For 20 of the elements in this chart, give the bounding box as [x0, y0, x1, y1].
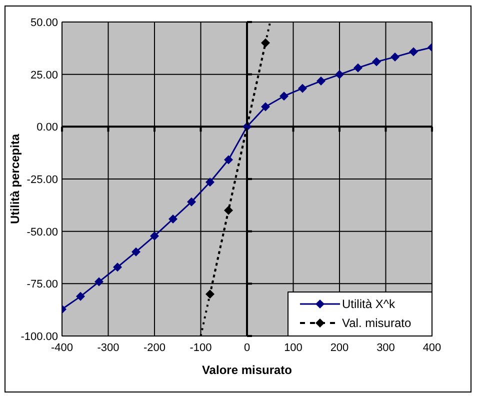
x-tick-label: 0	[244, 342, 250, 354]
x-tick-label: -200	[143, 342, 166, 354]
y-tick-label: -50.00	[26, 226, 58, 238]
x-axis-title: Valore misurato	[202, 363, 292, 377]
x-tick-label: -300	[97, 342, 120, 354]
y-tick-label: -100.00	[20, 331, 58, 343]
y-tick-label: 25.00	[30, 69, 58, 82]
x-tick-label: -400	[50, 342, 74, 354]
legend-label: Utilità X^k	[342, 297, 396, 311]
x-tick-label: 400	[422, 342, 442, 354]
x-tick-label: 100	[284, 342, 302, 354]
y-tick-label: 0.00	[36, 122, 58, 134]
y-tick-label: 50.00	[30, 17, 58, 29]
x-tick-label: -100	[190, 342, 212, 354]
y-axis-title: Utilità percepita	[8, 134, 22, 224]
legend-label: Val. misurato	[342, 316, 412, 330]
y-tick-label: -75.00	[26, 278, 58, 291]
y-tick-label: -25.00	[26, 174, 58, 186]
x-tick-label: 300	[376, 342, 395, 354]
x-tick-label: 200	[330, 342, 349, 354]
